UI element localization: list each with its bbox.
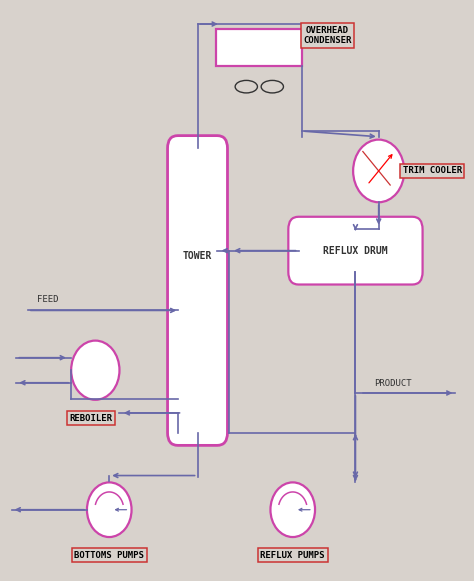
Circle shape [71, 340, 119, 400]
FancyBboxPatch shape [216, 28, 302, 66]
Circle shape [271, 482, 315, 537]
Text: FEED: FEED [37, 295, 59, 304]
Text: REBOILER: REBOILER [69, 414, 112, 422]
Text: TOWER: TOWER [183, 252, 212, 261]
Circle shape [87, 482, 132, 537]
Text: REFLUX PUMPS: REFLUX PUMPS [261, 551, 325, 560]
Text: OVERHEAD
CONDENSER: OVERHEAD CONDENSER [303, 26, 352, 45]
FancyBboxPatch shape [288, 217, 423, 285]
Text: BOTTOMS PUMPS: BOTTOMS PUMPS [74, 551, 144, 560]
Text: TRIM COOLER: TRIM COOLER [402, 166, 462, 175]
Ellipse shape [235, 80, 257, 93]
FancyBboxPatch shape [167, 135, 228, 446]
Text: PRODUCT: PRODUCT [374, 379, 411, 388]
Ellipse shape [261, 80, 283, 93]
Circle shape [353, 139, 404, 202]
Text: REFLUX DRUM: REFLUX DRUM [323, 246, 388, 256]
